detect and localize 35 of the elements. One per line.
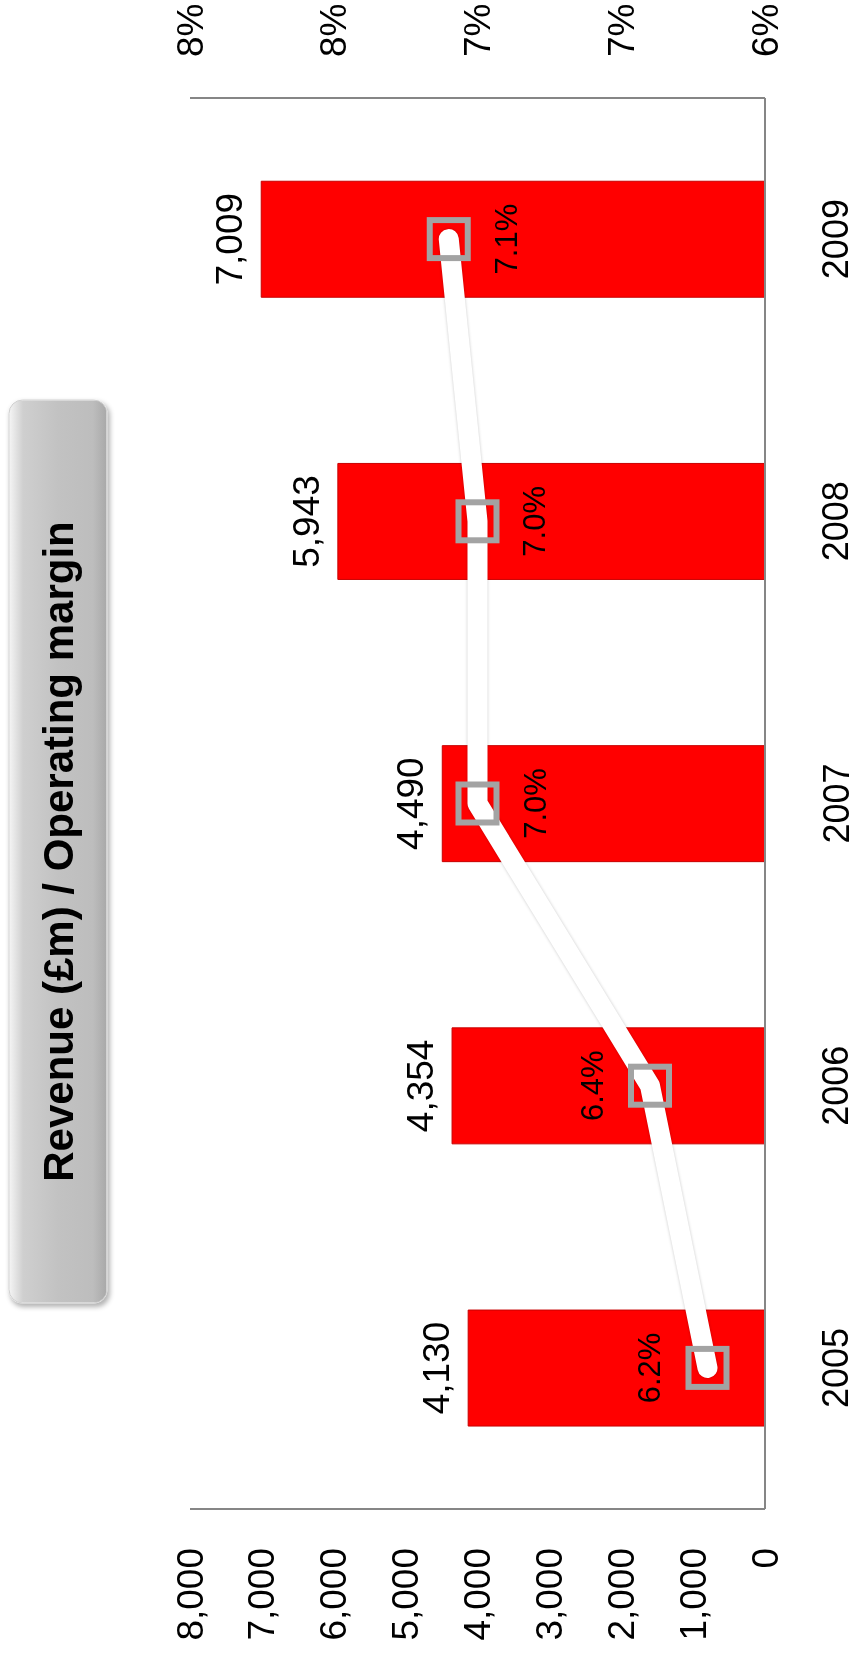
bar [451, 1027, 765, 1145]
x-tick-label: 5,000 [385, 1548, 427, 1641]
x-tick-label: 2,000 [600, 1548, 642, 1641]
x-tick-label: 6,000 [313, 1548, 355, 1641]
bar [467, 1309, 765, 1427]
x-tick-label: 4,000 [457, 1548, 498, 1641]
y-tick-label: 2007 [815, 763, 850, 844]
x-tick-label: 7,000 [241, 1548, 283, 1641]
y-tick-label: 2009 [815, 199, 850, 280]
x2-tick-label: 7% [600, 3, 642, 57]
bar [337, 462, 765, 580]
data-label: 4,354 [400, 1039, 442, 1133]
x2-tick-label: 6% [744, 3, 786, 57]
y-tick-label: 2006 [815, 1045, 850, 1126]
data-label: 7,009 [209, 192, 251, 286]
data-label: 7.0% [517, 485, 553, 557]
x-tick-label: 0 [744, 1548, 786, 1569]
data-label: 6.4% [575, 1050, 610, 1122]
data-label: 4,130 [416, 1321, 458, 1415]
x2-tick-label: 8% [169, 3, 211, 57]
data-label: 6.2% [632, 1332, 668, 1404]
y-tick-label: 2008 [815, 481, 850, 562]
bar [260, 180, 765, 298]
x-tick-label: 8,000 [169, 1548, 211, 1641]
x-tick-label: 3,000 [528, 1548, 570, 1641]
data-label: 7.0% [517, 768, 553, 839]
text: Revenue (£m) / Operating margin [33, 520, 82, 1182]
data-label: 7.1% [488, 203, 524, 275]
x2-tick-label: 8% [313, 3, 355, 57]
y-tick-label: 2005 [815, 1327, 850, 1408]
x-tick-label: 1,000 [672, 1548, 714, 1641]
data-label: 5,943 [285, 475, 327, 568]
x2-tick-label: 7% [457, 3, 498, 57]
bar [441, 745, 765, 863]
data-label: 4,490 [390, 757, 432, 850]
